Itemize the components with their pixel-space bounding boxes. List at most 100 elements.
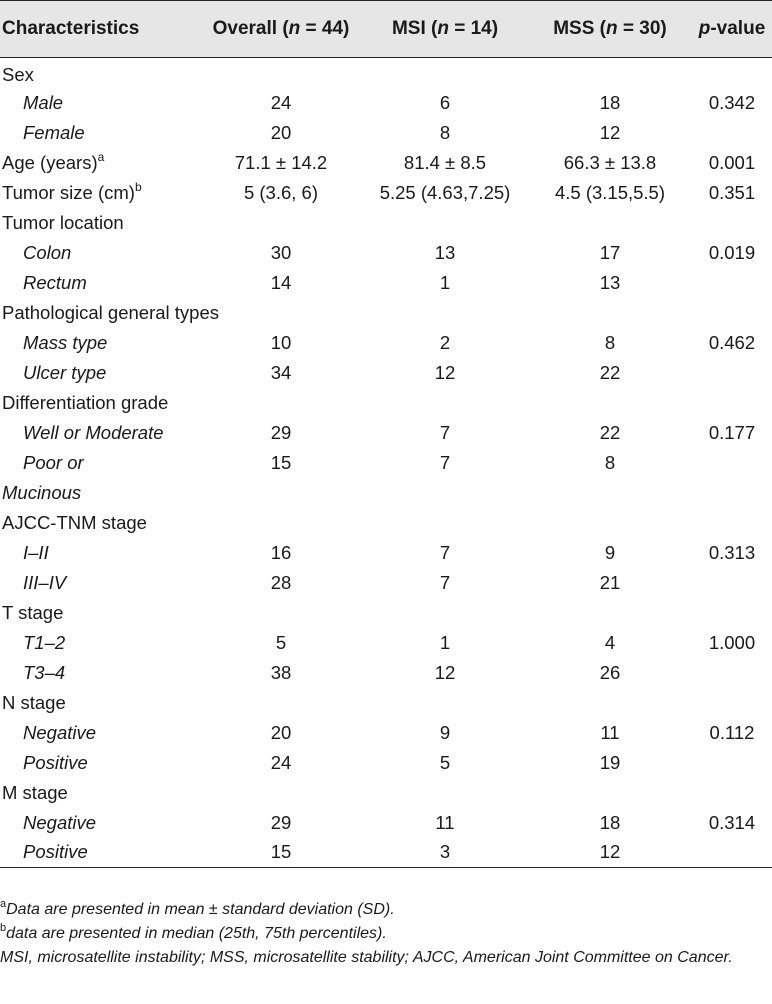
- row-label: Poor or: [23, 451, 84, 473]
- cell-p: 0.314: [708, 811, 756, 833]
- cell-mss: 8: [604, 451, 616, 473]
- table-row: III–IV 28 7 21: [0, 568, 772, 598]
- footnote-a: aData are presented in mean ± standard d…: [0, 898, 395, 919]
- cell-overall: [200, 298, 362, 328]
- header-row: Characteristics Overall (n = 44) MSI (n …: [0, 0, 772, 58]
- cell-p: [692, 268, 772, 298]
- table-row: M stage: [0, 778, 772, 808]
- header-overall: Overall (n = 44): [200, 0, 362, 58]
- cell-p: [692, 778, 772, 808]
- row-label: M stage: [2, 781, 68, 803]
- cell-p: [692, 448, 772, 478]
- cell-p: [692, 568, 772, 598]
- cell-msi: [362, 478, 528, 508]
- cell-msi: [362, 388, 528, 418]
- cell-msi: [362, 298, 528, 328]
- row-label: Colon: [23, 241, 72, 263]
- cell-msi: 11: [435, 811, 455, 833]
- row-label: Sex: [2, 63, 34, 85]
- table-row: Positive 15 3 12: [0, 837, 772, 868]
- cell-p: [692, 478, 772, 508]
- table-row: Colon 30 13 17 0.019: [0, 238, 772, 268]
- header-characteristics: Characteristics: [0, 0, 200, 58]
- cell-overall: 29: [270, 811, 292, 833]
- cell-p: [692, 358, 772, 388]
- cell-p: 0.351: [708, 181, 756, 203]
- cell-p: [692, 837, 772, 868]
- cell-msi: [362, 598, 528, 628]
- cell-overall: 29: [270, 421, 292, 443]
- table-row: Rectum 14 1 13: [0, 268, 772, 298]
- cell-overall: 34: [270, 361, 292, 383]
- table-row: N stage: [0, 688, 772, 718]
- cell-msi: 9: [439, 721, 451, 743]
- cell-overall: 5 (3.6, 6): [243, 181, 319, 203]
- cell-mss: 8: [604, 331, 616, 353]
- cell-overall: 71.1 ± 14.2: [234, 151, 328, 173]
- table-row: Pathological general types: [0, 298, 772, 328]
- table-row: Positive 24 5 19: [0, 748, 772, 778]
- cell-p: [692, 388, 772, 418]
- header-msi: MSI (n = 14): [362, 0, 528, 58]
- table-row: Tumor location: [0, 208, 772, 238]
- cell-mss: [528, 208, 692, 238]
- table-row: Age (years)a 71.1 ± 14.2 81.4 ± 8.5 66.3 ± …: [0, 148, 772, 178]
- header-p-value: p-value: [692, 0, 772, 58]
- cell-overall: 28: [270, 571, 292, 593]
- cell-mss: 13: [599, 271, 621, 293]
- cell-mss: [528, 688, 692, 718]
- cell-mss: 18: [599, 91, 621, 113]
- table-row: T stage: [0, 598, 772, 628]
- cell-overall: [200, 58, 362, 88]
- row-label: Age (years)a: [2, 149, 105, 173]
- cell-msi: 2: [439, 331, 451, 353]
- table-row: Negative 29 11 18 0.314: [0, 808, 772, 838]
- table-row: Female 20 8 12: [0, 118, 772, 148]
- cell-mss: 4: [604, 631, 616, 653]
- row-label: Male: [23, 91, 64, 113]
- cell-msi: [362, 508, 528, 538]
- row-label: Positive: [0, 837, 200, 868]
- cell-p: 0.112: [709, 721, 755, 743]
- table-row: Male 24 6 18 0.342: [0, 88, 772, 118]
- row-label: III–IV: [23, 571, 67, 593]
- cell-overall: 30: [270, 241, 292, 263]
- cell-overall: [200, 688, 362, 718]
- table-row: Ulcer type 34 12 22: [0, 358, 772, 388]
- row-label: Positive: [23, 751, 88, 773]
- cell-overall: 15: [200, 837, 362, 868]
- table-row: I–II 16 7 9 0.313: [0, 538, 772, 568]
- cell-mss: 22: [599, 421, 621, 443]
- cell-msi: 7: [439, 571, 451, 593]
- cell-overall: 16: [270, 541, 292, 563]
- cell-mss: 17: [599, 241, 621, 263]
- cell-mss: 21: [599, 571, 621, 593]
- cell-overall: [200, 598, 362, 628]
- row-label: I–II: [23, 541, 49, 563]
- row-label: Well or Moderate: [23, 421, 164, 443]
- cell-mss: 9: [604, 541, 616, 563]
- cell-msi: [362, 208, 528, 238]
- cell-mss: [528, 508, 692, 538]
- table-row: Sex: [0, 58, 772, 88]
- cell-mss: 4.5 (3.15,5.5): [554, 181, 666, 203]
- cell-mss: 18: [599, 811, 621, 833]
- cell-p: 0.019: [708, 241, 756, 263]
- table-row: Mucinous: [0, 478, 772, 508]
- cell-p: [692, 508, 772, 538]
- table-row: Well or Moderate 29 7 22 0.177: [0, 418, 772, 448]
- table-row: T1–2 5 1 4 1.000: [0, 628, 772, 658]
- cell-mss: 12: [528, 837, 692, 868]
- row-label: Negative: [23, 811, 97, 833]
- cell-msi: 7: [439, 541, 451, 563]
- cell-overall: 14: [270, 271, 292, 293]
- cell-msi: 7: [439, 421, 451, 443]
- cell-p: 0.001: [708, 151, 756, 173]
- row-label: T1–2: [23, 631, 66, 653]
- cell-msi: 8: [439, 121, 451, 143]
- row-label: Mucinous: [2, 481, 82, 503]
- table-row: AJCC-TNM stage: [0, 508, 772, 538]
- cell-overall: 24: [270, 91, 292, 113]
- cell-p: [692, 658, 772, 688]
- table-row: Differentiation grade: [0, 388, 772, 418]
